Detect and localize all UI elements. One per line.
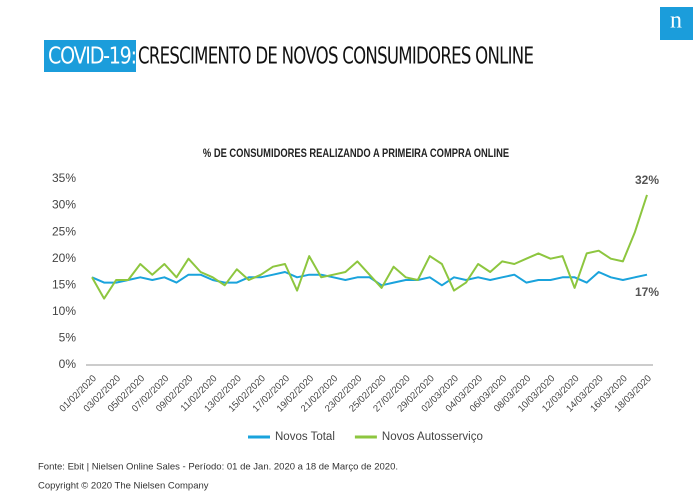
y-tick-label: 10% (52, 304, 76, 318)
chart-title: % DE CONSUMIDORES REALIZANDO A PRIMEIRA … (203, 147, 509, 160)
title: CRESCIMENTO DE NOVOS CONSUMIDORES ONLINE (138, 42, 533, 70)
y-tick-label: 35% (52, 171, 76, 185)
tag: COVID-19: (48, 42, 136, 69)
y-tick-label: 15% (52, 277, 76, 291)
y-tick-label: 20% (52, 251, 76, 265)
legend-label: Novos Autosserviço (382, 431, 483, 443)
y-tick-label: 30% (52, 198, 76, 212)
source: Fonte: Ebit | Nielsen Online Sales - Per… (38, 462, 398, 473)
logo-box (660, 7, 693, 40)
y-tick-label: 5% (59, 331, 77, 345)
y-tick-label: 0% (59, 357, 77, 371)
y-tick-label: 25% (52, 224, 76, 238)
series-line (91, 194, 648, 300)
tag-box (44, 40, 136, 72)
annotation: 17% (635, 285, 659, 299)
annotation: 32% (635, 173, 659, 187)
series-line (91, 271, 648, 287)
copyright: Copyright © 2020 The Nielsen Company (38, 481, 209, 492)
logo: n (670, 8, 682, 34)
legend-label: Novos Total (275, 431, 335, 443)
